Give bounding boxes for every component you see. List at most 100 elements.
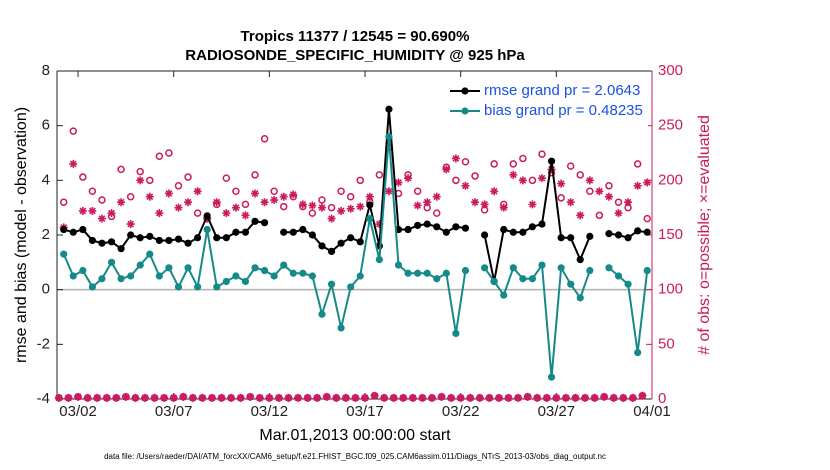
obs-evaluated-marker bbox=[480, 200, 489, 209]
obs-evaluated-marker bbox=[346, 204, 355, 213]
obs-evaluated-marker bbox=[313, 393, 322, 402]
data-point bbox=[385, 105, 393, 113]
data-point bbox=[299, 225, 307, 234]
obs-possible-marker bbox=[241, 200, 250, 209]
data-point bbox=[614, 272, 623, 280]
data-point bbox=[567, 234, 575, 242]
data-point bbox=[88, 236, 96, 245]
obs-evaluated-marker bbox=[499, 203, 508, 212]
data-point bbox=[165, 236, 173, 245]
data-point bbox=[567, 280, 575, 288]
obs-evaluated-marker bbox=[126, 220, 135, 229]
y2-tick-label: 200 bbox=[658, 171, 683, 188]
obs-evaluated-marker bbox=[150, 393, 159, 402]
series-line bbox=[63, 109, 648, 282]
obs-evaluated-marker bbox=[585, 176, 594, 185]
data-point bbox=[433, 223, 441, 231]
obs-evaluated-marker bbox=[619, 393, 628, 402]
obs-possible-marker bbox=[174, 182, 183, 190]
obs-evaluated-marker bbox=[298, 200, 307, 209]
obs-possible-marker bbox=[566, 162, 575, 170]
obs-evaluated-marker bbox=[117, 198, 126, 207]
data-point bbox=[117, 275, 125, 283]
data-point bbox=[519, 228, 527, 236]
obs-evaluated-marker bbox=[404, 174, 413, 183]
legend-marker bbox=[461, 87, 469, 95]
obs-evaluated-marker bbox=[576, 211, 585, 220]
obs-evaluated-marker bbox=[475, 393, 484, 402]
y-tick-label: 6 bbox=[42, 117, 50, 134]
obs-possible-marker bbox=[346, 192, 355, 201]
obs-possible-marker bbox=[193, 209, 202, 217]
data-point bbox=[60, 250, 68, 258]
obs-possible-marker bbox=[605, 182, 613, 190]
data-point bbox=[337, 239, 345, 247]
data-point bbox=[60, 225, 68, 234]
obs-evaluated-marker bbox=[514, 393, 523, 402]
y2-axis-label: # of obs: o=possible; ×=evaluated bbox=[696, 115, 713, 355]
obs-evaluated-marker bbox=[212, 198, 221, 207]
data-point bbox=[241, 277, 250, 286]
obs-evaluated-marker bbox=[566, 198, 575, 207]
data-point bbox=[69, 228, 77, 236]
data-point bbox=[366, 215, 374, 223]
obs-possible-marker bbox=[461, 157, 470, 166]
obs-possible-marker bbox=[318, 196, 326, 204]
obs-evaluated-marker bbox=[633, 181, 642, 190]
x-tick-label: 03/22 bbox=[442, 403, 480, 420]
data-point bbox=[289, 228, 297, 236]
obs-evaluated-marker bbox=[246, 392, 255, 401]
obs-evaluated-marker bbox=[131, 393, 140, 402]
data-point bbox=[547, 157, 556, 165]
obs-evaluated-marker bbox=[523, 392, 532, 401]
obs-possible-marker bbox=[519, 154, 527, 163]
obs-evaluated-marker bbox=[389, 393, 398, 402]
y2-tick-label: 250 bbox=[658, 117, 683, 134]
obs-possible-marker bbox=[528, 176, 537, 185]
obs-possible-marker bbox=[270, 187, 278, 196]
data-point bbox=[222, 277, 230, 286]
data-point bbox=[337, 324, 345, 332]
obs-evaluated-marker bbox=[427, 393, 436, 402]
data-point bbox=[509, 264, 517, 272]
obs-evaluated-marker bbox=[461, 181, 470, 190]
data-point bbox=[327, 247, 336, 255]
obs-evaluated-marker bbox=[317, 203, 326, 212]
obs-possible-marker bbox=[308, 209, 317, 217]
obs-possible-marker bbox=[251, 171, 259, 179]
data-point bbox=[375, 256, 383, 264]
obs-possible-marker bbox=[471, 172, 479, 180]
data-point bbox=[79, 266, 87, 275]
obs-evaluated-marker bbox=[456, 393, 465, 402]
obs-possible-marker bbox=[490, 160, 498, 168]
y-tick-label: -2 bbox=[37, 335, 50, 352]
obs-possible-marker bbox=[126, 192, 135, 201]
obs-possible-marker bbox=[136, 167, 144, 176]
data-point bbox=[538, 220, 546, 228]
obs-possible-marker bbox=[576, 171, 585, 179]
data-point bbox=[634, 348, 642, 357]
obs-possible-marker bbox=[222, 174, 231, 182]
data-point bbox=[98, 239, 106, 247]
obs-evaluated-marker bbox=[294, 393, 303, 402]
y2-tick-label: 100 bbox=[658, 281, 683, 298]
data-point bbox=[605, 264, 613, 272]
data-point bbox=[146, 232, 154, 240]
obs-possible-marker bbox=[452, 176, 460, 185]
obs-evaluated-marker bbox=[528, 200, 537, 209]
data-point bbox=[327, 280, 336, 288]
obs-evaluated-marker bbox=[490, 187, 499, 196]
obs-evaluated-marker bbox=[552, 393, 561, 402]
obs-evaluated-marker bbox=[231, 203, 240, 212]
data-point bbox=[519, 275, 527, 283]
obs-evaluated-marker bbox=[504, 393, 513, 402]
obs-evaluated-marker bbox=[447, 393, 456, 402]
data-point bbox=[184, 239, 192, 247]
obs-evaluated-marker bbox=[624, 198, 633, 207]
x-tick-label: 03/12 bbox=[251, 403, 289, 420]
obs-possible-marker bbox=[146, 176, 154, 185]
data-point bbox=[605, 230, 613, 238]
obs-evaluated-marker bbox=[571, 393, 580, 402]
obs-evaluated-marker bbox=[121, 392, 130, 401]
footnote: data file: /Users/raeder/DAI/ATM_forcXX/… bbox=[104, 452, 606, 461]
